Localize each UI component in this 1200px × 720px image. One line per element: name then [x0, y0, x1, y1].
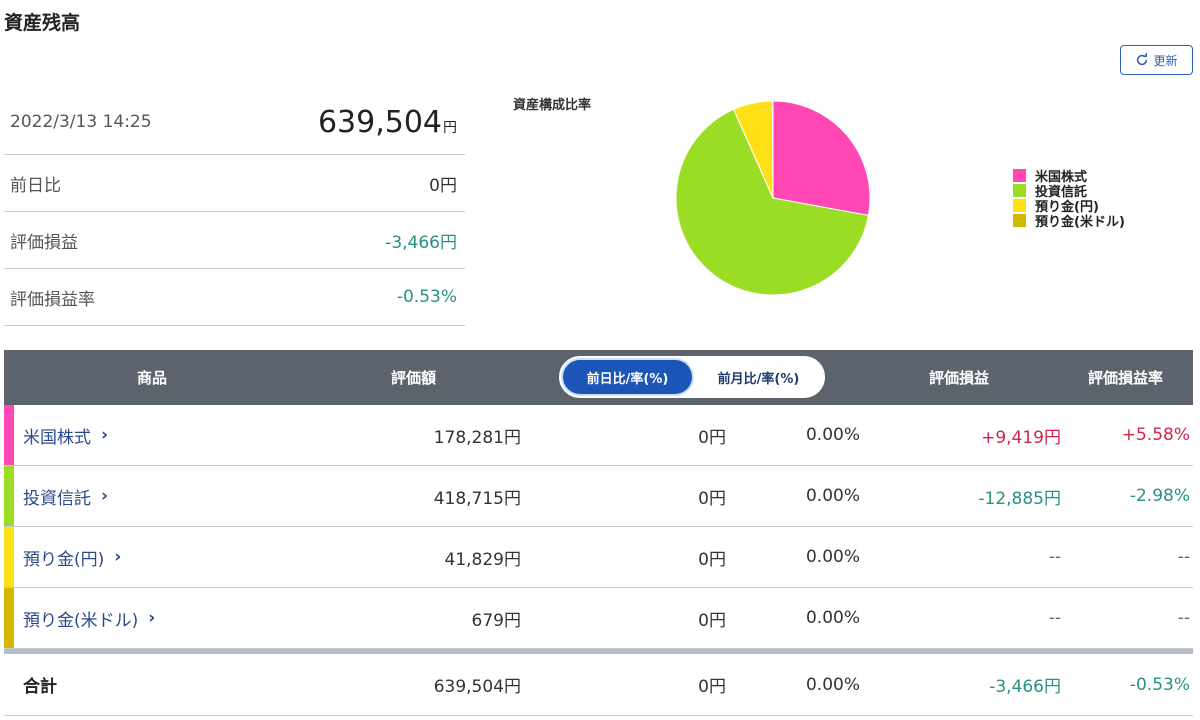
row-color-bar: [4, 466, 14, 526]
total-row: 合計 639,504円 0円 0.00% -3,466円 -0.53%: [4, 654, 1193, 716]
legend-label: 預り金(米ドル): [1035, 215, 1125, 230]
row-day-rate: 0.00%: [805, 608, 860, 628]
row-gain: --: [1048, 608, 1061, 628]
chevron-right-icon: ›: [101, 486, 109, 506]
total-gain-rate: -0.53%: [1129, 674, 1190, 695]
row-day-change: 0円: [698, 549, 726, 570]
total-day-rate: 0.00%: [805, 674, 860, 695]
holdings-table: 商品 評価額 前日比/率(%) 前月比/率(%) 評価損益 評価損益率 米国株式…: [4, 350, 1193, 716]
row-name[interactable]: 預り金(円): [23, 549, 105, 570]
asset-pie-chart: [676, 101, 870, 295]
legend-swatch: [1013, 214, 1026, 227]
total-value: 639,504円: [433, 677, 521, 697]
summary-row-gain: 評価損益 -3,466円: [4, 212, 465, 269]
table-row: 米国株式 › 178,281円 0円 0.00% +9,419円 +5.58%: [4, 405, 1193, 466]
legend-label: 投資信託: [1035, 185, 1088, 200]
row-value: 178,281円: [433, 427, 521, 448]
total-label: 合計: [23, 677, 57, 697]
row-color-bar: [4, 527, 14, 587]
row-day-change: 0円: [698, 610, 726, 631]
summary-datetime: 2022/3/13 14:25: [10, 112, 152, 132]
row-name[interactable]: 投資信託: [23, 488, 91, 509]
legend-label: 米国株式: [1035, 170, 1088, 185]
summary-panel: 2022/3/13 14:25 639,504円 前日比 0円 評価損益 -3,…: [4, 90, 465, 326]
table-row: 預り金(米ドル) › 679円 0円 0.00% -- --: [4, 588, 1193, 649]
header-gain-rate: 評価損益率: [1088, 369, 1164, 387]
summary-yen-unit: 円: [443, 119, 457, 136]
summary-total-row: 2022/3/13 14:25 639,504円: [4, 90, 465, 155]
chevron-right-icon: ›: [101, 425, 109, 445]
row-name-link[interactable]: 預り金(円) ›: [23, 527, 121, 587]
row-name[interactable]: 預り金(米ドル): [23, 610, 139, 631]
row-gain-rate: --: [1177, 608, 1190, 628]
row-gain: -12,885円: [978, 488, 1061, 509]
row-gain-rate: --: [1177, 547, 1190, 567]
summary-value: -0.53%: [396, 287, 457, 307]
table-row: 投資信託 › 418,715円 0円 0.00% -12,885円 -2.98%: [4, 466, 1193, 527]
legend-swatch: [1013, 184, 1026, 197]
page-title: 資産残高: [4, 12, 81, 34]
row-value: 418,715円: [433, 488, 521, 509]
summary-label: 評価損益: [10, 232, 78, 253]
total-day-change: 0円: [698, 677, 726, 697]
legend-item: 預り金(円): [1013, 198, 1125, 215]
total-gain: -3,466円: [989, 677, 1061, 697]
legend-label: 預り金(円): [1035, 200, 1099, 215]
row-name-link[interactable]: 米国株式 ›: [23, 405, 108, 465]
toggle-month-change[interactable]: 前月比/率(%): [717, 371, 800, 387]
legend-item: 投資信託: [1013, 183, 1125, 200]
row-name-link[interactable]: 預り金(米ドル) ›: [23, 588, 155, 648]
refresh-button[interactable]: 更新: [1120, 45, 1193, 75]
row-value: 679円: [471, 610, 521, 631]
table-row: 預り金(円) › 41,829円 0円 0.00% -- --: [4, 527, 1193, 588]
row-day-rate: 0.00%: [805, 486, 860, 506]
row-gain-rate: +5.58%: [1121, 425, 1190, 445]
row-color-bar: [4, 588, 14, 648]
row-gain: --: [1048, 547, 1061, 567]
legend-item: 米国株式: [1013, 168, 1125, 185]
pie-slice: [772, 101, 870, 217]
row-day-rate: 0.00%: [805, 425, 860, 445]
pie-slice: [676, 108, 870, 295]
chart-title: 資産構成比率: [513, 98, 592, 113]
summary-row-day-change: 前日比 0円: [4, 155, 465, 212]
chevron-right-icon: ›: [114, 547, 122, 567]
summary-label: 評価損益率: [10, 289, 95, 310]
row-gain-rate: -2.98%: [1129, 486, 1190, 506]
row-name[interactable]: 米国株式: [23, 427, 91, 448]
total-separator: [4, 649, 1193, 654]
row-color-bar: [4, 405, 14, 465]
header-product: 商品: [137, 369, 168, 387]
legend-item: 預り金(米ドル): [1013, 213, 1125, 230]
refresh-label: 更新: [1153, 53, 1178, 68]
summary-total-value: 639,504: [317, 104, 442, 140]
row-value: 41,829円: [444, 549, 521, 570]
toggle-day-change[interactable]: 前日比/率(%): [561, 358, 694, 396]
header-gain: 評価損益: [929, 369, 990, 387]
table-header: 商品 評価額 前日比/率(%) 前月比/率(%) 評価損益 評価損益率: [4, 350, 1193, 405]
pie-slice: [771, 101, 774, 199]
row-day-change: 0円: [698, 427, 726, 448]
row-day-rate: 0.00%: [805, 547, 860, 567]
summary-value: -3,466円: [385, 232, 457, 253]
chevron-right-icon: ›: [148, 608, 156, 628]
legend-swatch: [1013, 199, 1026, 212]
legend-swatch: [1013, 169, 1026, 182]
chart-legend: 米国株式 投資信託 預り金(円) 預り金(米ドル): [1013, 168, 1125, 230]
row-name-link[interactable]: 投資信託 ›: [23, 466, 108, 526]
summary-row-gain-rate: 評価損益率 -0.53%: [4, 269, 465, 326]
row-day-change: 0円: [698, 488, 726, 509]
header-value: 評価額: [391, 369, 437, 387]
summary-label: 前日比: [10, 175, 61, 196]
comparison-toggle[interactable]: 前日比/率(%) 前月比/率(%): [559, 356, 825, 398]
summary-value: 0円: [429, 175, 457, 196]
row-gain: +9,419円: [981, 427, 1061, 448]
refresh-icon: [1137, 53, 1148, 66]
